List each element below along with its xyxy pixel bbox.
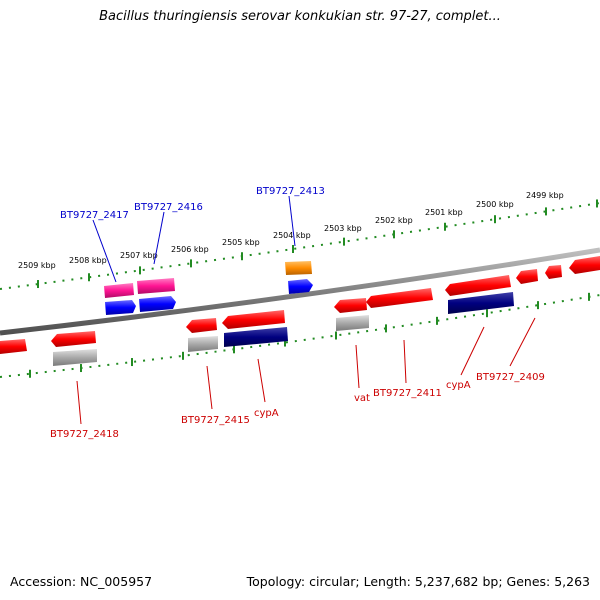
cds-feature[interactable] xyxy=(545,265,562,279)
accession-text: Accession: NC_005957 xyxy=(10,574,153,589)
gene-label-bt9727-2409[interactable]: BT9727_2409 xyxy=(476,372,545,383)
gray-feature[interactable] xyxy=(53,349,97,366)
gene-labels: BT9727_2417 BT9727_2416 BT9727_2413 BT97… xyxy=(50,186,545,440)
cds-feature[interactable] xyxy=(334,298,367,313)
tick-label: 2503 kbp xyxy=(324,224,362,233)
tick-label: 2507 kbp xyxy=(120,251,158,260)
cds-feature[interactable] xyxy=(186,318,217,333)
cds-feature[interactable] xyxy=(51,331,96,347)
blast-hit-feature[interactable] xyxy=(105,300,136,315)
gene-label-vat[interactable]: vat xyxy=(354,393,370,404)
blast-hit-feature[interactable] xyxy=(288,279,313,294)
tick-label: 2500 kbp xyxy=(476,200,514,209)
rna-feature[interactable] xyxy=(137,278,175,294)
tick-label: 2508 kbp xyxy=(69,256,107,265)
gene-label-bt9727-2416[interactable]: BT9727_2416 xyxy=(134,202,203,213)
navy-feature[interactable] xyxy=(224,327,288,347)
tick-label: 2502 kbp xyxy=(375,216,413,225)
tick-label: 2509 kbp xyxy=(18,261,56,270)
topology-text: Topology: circular; Length: 5,237,682 bp… xyxy=(246,574,590,589)
blast-hit-feature[interactable] xyxy=(139,296,176,312)
gene-label-cypa-1[interactable]: cypA xyxy=(254,408,279,419)
gene-label-bt9727-2418[interactable]: BT9727_2418 xyxy=(50,429,119,440)
gray-feature[interactable] xyxy=(336,315,369,331)
tick-label: 2505 kbp xyxy=(222,238,260,247)
genome-backbone xyxy=(0,247,600,336)
gene-label-bt9727-2413[interactable]: BT9727_2413 xyxy=(256,186,325,197)
features xyxy=(0,256,600,366)
tick-label: 2504 kbp xyxy=(273,231,311,240)
tick-label: 2499 kbp xyxy=(526,191,564,200)
inner-major-ticks xyxy=(29,292,590,378)
navy-feature[interactable] xyxy=(448,292,514,314)
tick-label: 2506 kbp xyxy=(171,245,209,254)
gene-label-bt9727-2417[interactable]: BT9727_2417 xyxy=(60,210,129,221)
tick-labels: 2509 kbp 2508 kbp 2507 kbp 2506 kbp 2505 kbp… xyxy=(18,191,564,270)
gray-feature[interactable] xyxy=(188,336,218,352)
orange-feature[interactable] xyxy=(285,261,312,275)
tick-label: 2501 kbp xyxy=(425,208,463,217)
gene-label-cypa-2[interactable]: cypA xyxy=(446,380,471,391)
gene-label-bt9727-2415[interactable]: BT9727_2415 xyxy=(181,415,250,426)
cds-feature[interactable] xyxy=(569,256,600,274)
outer-major-ticks xyxy=(37,199,598,289)
cds-feature[interactable] xyxy=(222,310,285,329)
cds-feature[interactable] xyxy=(516,269,538,284)
label-leader-lines xyxy=(76,195,536,425)
gene-label-bt9727-2411[interactable]: BT9727_2411 xyxy=(373,388,442,399)
map-title: Bacillus thuringiensis serovar konkukian… xyxy=(99,9,501,24)
rna-feature[interactable] xyxy=(104,283,134,298)
cds-feature[interactable] xyxy=(0,339,27,354)
cds-feature[interactable] xyxy=(445,275,511,296)
cds-feature[interactable] xyxy=(366,288,433,308)
